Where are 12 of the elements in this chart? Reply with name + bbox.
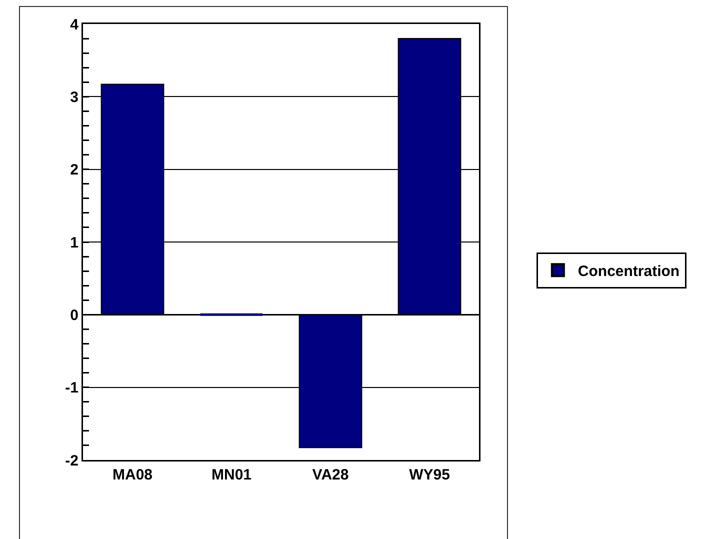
legend-label: Concentration bbox=[578, 262, 680, 280]
y-tick-label: 0 bbox=[70, 306, 78, 324]
x-tick-label: MN01 bbox=[211, 466, 252, 484]
y-tick-label: 3 bbox=[70, 88, 78, 106]
x-tick-label: MA08 bbox=[112, 466, 153, 484]
y-tick-label: -1 bbox=[65, 380, 78, 397]
y-tick-label: -2 bbox=[65, 452, 78, 470]
y-tick-label: 1 bbox=[70, 234, 78, 252]
y-tick-label: 2 bbox=[70, 162, 78, 179]
x-tick-label: WY95 bbox=[409, 466, 450, 484]
y-tick-label: 4 bbox=[70, 16, 80, 34]
x-tick-label: VA28 bbox=[312, 466, 349, 484]
